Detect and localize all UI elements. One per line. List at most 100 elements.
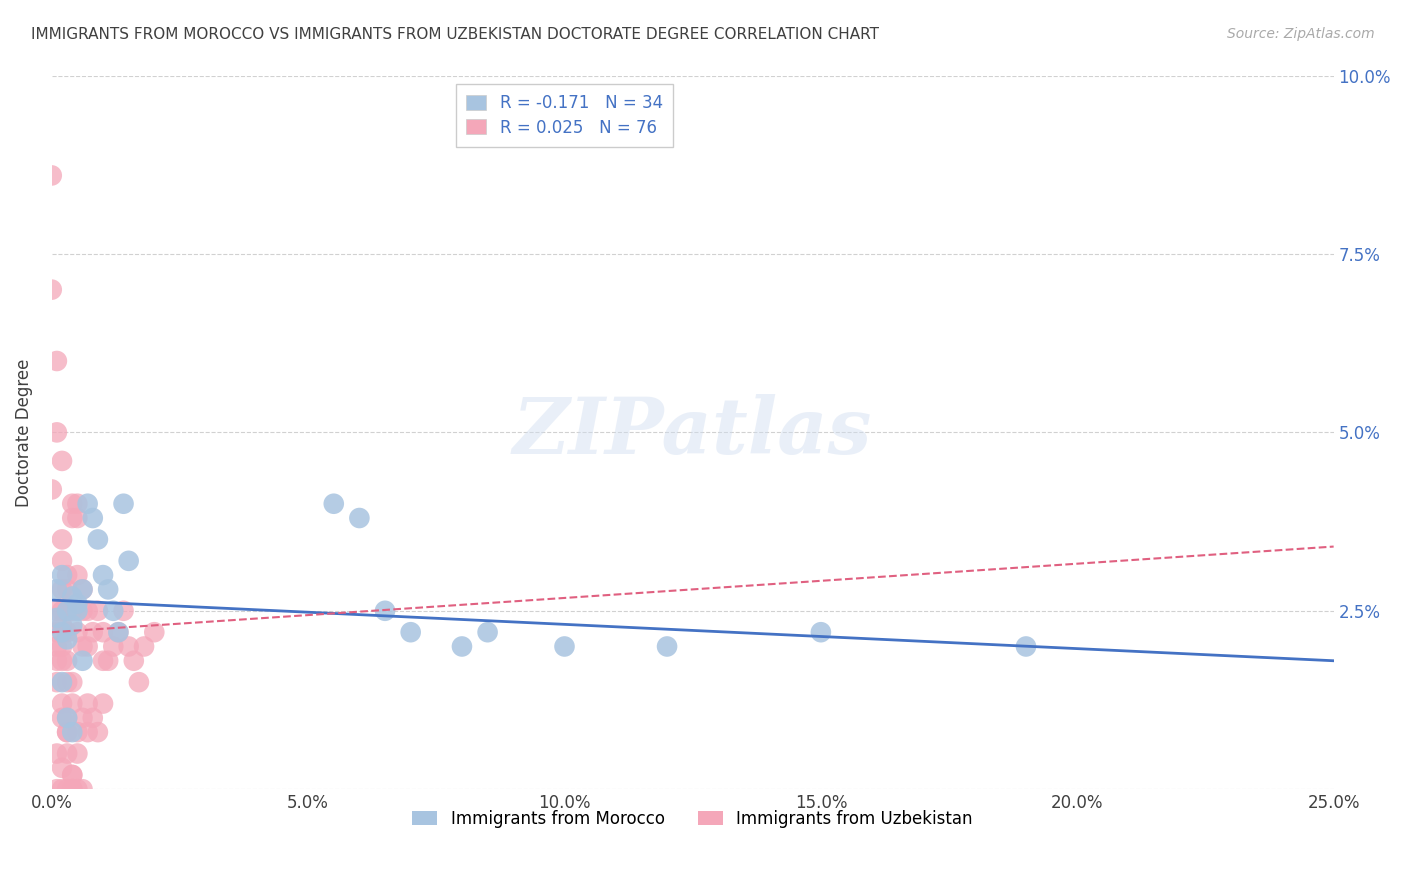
Point: [118, 640, 141, 654]
Point: [56, 725, 79, 739]
Point: [87, 604, 110, 618]
Point: [51, 568, 73, 582]
Point: [553, 640, 575, 654]
Point: [112, 604, 135, 618]
Point: [349, 511, 371, 525]
Point: [76, 725, 98, 739]
Point: [60, 590, 83, 604]
Point: [56, 711, 79, 725]
Point: [56, 675, 79, 690]
Point: [51, 625, 73, 640]
Point: [82, 711, 104, 725]
Point: [56, 747, 79, 761]
Point: [66, 597, 89, 611]
Point: [76, 497, 98, 511]
Point: [51, 618, 73, 632]
Point: [72, 654, 94, 668]
Point: [60, 768, 83, 782]
Point: [56, 568, 79, 582]
Point: [60, 697, 83, 711]
Point: [41, 169, 63, 183]
Point: [56, 604, 79, 618]
Point: [51, 604, 73, 618]
Point: [56, 604, 79, 618]
Text: IMMIGRANTS FROM MOROCCO VS IMMIGRANTS FROM UZBEKISTAN DOCTORATE DEGREE CORRELATI: IMMIGRANTS FROM MOROCCO VS IMMIGRANTS FR…: [31, 27, 879, 42]
Point: [45, 354, 67, 368]
Y-axis label: Doctorate Degree: Doctorate Degree: [15, 359, 32, 507]
Point: [45, 640, 67, 654]
Point: [82, 625, 104, 640]
Point: [56, 625, 79, 640]
Point: [41, 283, 63, 297]
Point: [56, 725, 79, 739]
Point: [477, 625, 499, 640]
Point: [97, 582, 120, 597]
Point: [45, 675, 67, 690]
Point: [322, 497, 344, 511]
Point: [45, 611, 67, 625]
Point: [51, 582, 73, 597]
Point: [128, 675, 150, 690]
Point: [60, 768, 83, 782]
Point: [91, 697, 114, 711]
Point: [72, 582, 94, 597]
Point: [91, 568, 114, 582]
Point: [51, 782, 73, 797]
Point: [655, 640, 678, 654]
Point: [51, 761, 73, 775]
Point: [51, 654, 73, 668]
Point: [66, 725, 89, 739]
Point: [51, 697, 73, 711]
Point: [41, 483, 63, 497]
Point: [72, 640, 94, 654]
Point: [72, 782, 94, 797]
Legend: Immigrants from Morocco, Immigrants from Uzbekistan: Immigrants from Morocco, Immigrants from…: [406, 803, 980, 834]
Point: [66, 568, 89, 582]
Point: [60, 497, 83, 511]
Point: [107, 625, 129, 640]
Point: [66, 604, 89, 618]
Point: [66, 625, 89, 640]
Text: Source: ZipAtlas.com: Source: ZipAtlas.com: [1227, 27, 1375, 41]
Point: [51, 711, 73, 725]
Point: [56, 782, 79, 797]
Point: [91, 625, 114, 640]
Point: [66, 782, 89, 797]
Point: [91, 654, 114, 668]
Point: [103, 640, 125, 654]
Point: [51, 454, 73, 468]
Point: [51, 675, 73, 690]
Text: ZIPatlas: ZIPatlas: [513, 394, 872, 471]
Point: [56, 654, 79, 668]
Point: [87, 533, 110, 547]
Point: [45, 782, 67, 797]
Point: [56, 711, 79, 725]
Point: [51, 554, 73, 568]
Point: [51, 533, 73, 547]
Point: [45, 582, 67, 597]
Point: [82, 511, 104, 525]
Point: [451, 640, 474, 654]
Point: [122, 654, 145, 668]
Point: [399, 625, 422, 640]
Point: [45, 654, 67, 668]
Point: [45, 604, 67, 618]
Point: [45, 747, 67, 761]
Point: [107, 625, 129, 640]
Point: [60, 725, 83, 739]
Point: [45, 425, 67, 440]
Point: [76, 640, 98, 654]
Point: [143, 625, 166, 640]
Point: [56, 582, 79, 597]
Point: [66, 747, 89, 761]
Point: [76, 604, 98, 618]
Point: [60, 782, 83, 797]
Point: [72, 582, 94, 597]
Point: [112, 497, 135, 511]
Point: [66, 497, 89, 511]
Point: [66, 511, 89, 525]
Point: [810, 625, 832, 640]
Point: [103, 604, 125, 618]
Point: [72, 604, 94, 618]
Point: [60, 618, 83, 632]
